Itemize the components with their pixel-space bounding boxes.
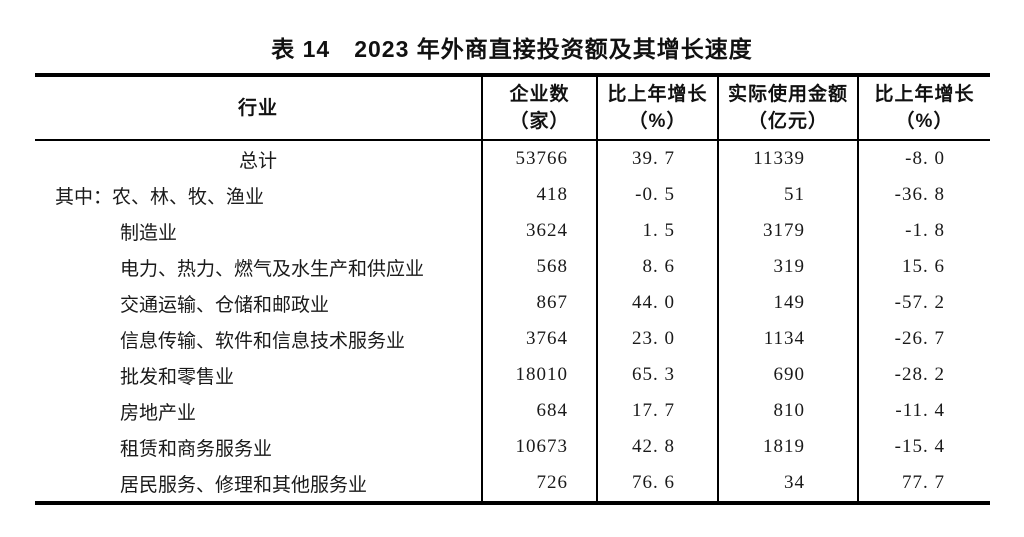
column-title: 行业 xyxy=(237,97,278,119)
table-row: 房地产业 684 17. 7 810 -11. 4 xyxy=(35,393,990,429)
value-cell: 65. 3 xyxy=(596,357,718,393)
table-row: 制造业 3624 1. 5 3179 -1. 8 xyxy=(35,213,990,249)
industry-label: 交通运输、仓储和邮政业 xyxy=(120,294,330,316)
industry-label: 信息传输、软件和信息技术服务业 xyxy=(120,330,406,352)
column-title: 比上年增长 xyxy=(874,84,975,105)
table-header: 行业 企业数 （家） 比上年增长 （%） 实际使用金额 （亿元） 比上年增长 （%） xyxy=(35,75,990,141)
value-cell: 3764 xyxy=(481,321,597,357)
value-cell: -0. 5 xyxy=(596,177,718,213)
value-cell: 44. 0 xyxy=(596,285,718,321)
column-header-2: 企业数 （家） xyxy=(481,75,597,141)
value-cell: -28. 2 xyxy=(857,357,990,393)
industry-label: 总计 xyxy=(238,150,277,172)
value-cell: 51 xyxy=(717,177,858,213)
value-cell: -1. 8 xyxy=(857,213,990,249)
value-cell: 10673 xyxy=(481,429,597,465)
value-cell: 319 xyxy=(717,249,858,285)
industry-cell: 批发和零售业 xyxy=(35,357,482,393)
value-cell: -57. 2 xyxy=(857,285,990,321)
industry-cell: 信息传输、软件和信息技术服务业 xyxy=(35,321,482,357)
table-row: 租赁和商务服务业 10673 42. 8 1819 -15. 4 xyxy=(35,429,990,465)
value-cell: 77. 7 xyxy=(857,465,990,503)
fdi-statistics-table: 行业 企业数 （家） 比上年增长 （%） 实际使用金额 （亿元） 比上年增长 （%） 总计 537… xyxy=(35,73,990,505)
value-cell: 690 xyxy=(717,357,858,393)
industry-label: 农、林、牧、渔业 xyxy=(112,186,265,208)
industry-label: 制造业 xyxy=(120,222,178,244)
table-title: 表 14 2023 年外商直接投资额及其增长速度 xyxy=(271,36,753,62)
industry-cell: 租赁和商务服务业 xyxy=(35,429,482,465)
value-cell: 39. 7 xyxy=(596,140,718,177)
industry-cell: 居民服务、修理和其他服务业 xyxy=(35,465,482,503)
industry-cell: 房地产业 xyxy=(35,393,482,429)
table-row: 其中：农、林、牧、渔业 418 -0. 5 51 -36. 8 xyxy=(35,177,990,213)
table-body: 总计 53766 39. 7 11339 -8. 0 其中：农、林、牧、渔业 418 -0. … xyxy=(35,140,990,503)
value-cell: 34 xyxy=(717,465,858,503)
column-unit: （家） xyxy=(509,111,570,132)
column-header-4: 实际使用金额 （亿元） xyxy=(717,75,858,141)
table-row: 批发和零售业 18010 65. 3 690 -28. 2 xyxy=(35,357,990,393)
table-row: 居民服务、修理和其他服务业 726 76. 6 34 77. 7 xyxy=(35,465,990,503)
industry-label: 房地产业 xyxy=(120,402,197,424)
value-cell: 684 xyxy=(481,393,597,429)
value-cell: 18010 xyxy=(481,357,597,393)
header-row: 行业 企业数 （家） 比上年增长 （%） 实际使用金额 （亿元） 比上年增长 （%） xyxy=(35,75,990,141)
value-cell: 17. 7 xyxy=(596,393,718,429)
column-title: 实际使用金额 xyxy=(727,84,848,105)
column-header-1: 行业 xyxy=(35,75,482,141)
column-title: 比上年增长 xyxy=(607,84,708,105)
row-prefix: 其中： xyxy=(55,186,113,208)
value-cell: 42. 8 xyxy=(596,429,718,465)
value-cell: 76. 6 xyxy=(596,465,718,503)
value-cell: 3624 xyxy=(481,213,597,249)
value-cell: -8. 0 xyxy=(857,140,990,177)
column-unit: （亿元） xyxy=(747,111,828,132)
column-header-5: 比上年增长 （%） xyxy=(857,75,990,141)
column-title: 企业数 xyxy=(509,84,570,105)
value-cell: 1. 5 xyxy=(596,213,718,249)
value-cell: 11339 xyxy=(717,140,858,177)
value-cell: -36. 8 xyxy=(857,177,990,213)
value-cell: 23. 0 xyxy=(596,321,718,357)
industry-label: 电力、热力、燃气及水生产和供应业 xyxy=(120,258,425,280)
table-row: 电力、热力、燃气及水生产和供应业 568 8. 6 319 15. 6 xyxy=(35,249,990,285)
column-header-3: 比上年增长 （%） xyxy=(596,75,718,141)
value-cell: 810 xyxy=(717,393,858,429)
industry-cell: 制造业 xyxy=(35,213,482,249)
industry-label: 批发和零售业 xyxy=(120,366,235,388)
table-row: 交通运输、仓储和邮政业 867 44. 0 149 -57. 2 xyxy=(35,285,990,321)
value-cell: -11. 4 xyxy=(857,393,990,429)
industry-label: 租赁和商务服务业 xyxy=(120,438,273,460)
industry-cell: 交通运输、仓储和邮政业 xyxy=(35,285,482,321)
value-cell: 149 xyxy=(717,285,858,321)
value-cell: 15. 6 xyxy=(857,249,990,285)
value-cell: 3179 xyxy=(717,213,858,249)
value-cell: 867 xyxy=(481,285,597,321)
table-row: 信息传输、软件和信息技术服务业 3764 23. 0 1134 -26. 7 xyxy=(35,321,990,357)
value-cell: -15. 4 xyxy=(857,429,990,465)
industry-label: 居民服务、修理和其他服务业 xyxy=(120,474,368,496)
column-unit: （%） xyxy=(628,111,687,132)
value-cell: 53766 xyxy=(481,140,597,177)
industry-cell: 电力、热力、燃气及水生产和供应业 xyxy=(35,249,482,285)
column-unit: （%） xyxy=(895,111,954,132)
value-cell: 8. 6 xyxy=(596,249,718,285)
value-cell: 1819 xyxy=(717,429,858,465)
value-cell: 568 xyxy=(481,249,597,285)
value-cell: 1134 xyxy=(717,321,858,357)
value-cell: -26. 7 xyxy=(857,321,990,357)
industry-cell: 总计 xyxy=(35,140,482,177)
table-row: 总计 53766 39. 7 11339 -8. 0 xyxy=(35,140,990,177)
value-cell: 418 xyxy=(481,177,597,213)
industry-cell: 其中：农、林、牧、渔业 xyxy=(35,177,482,213)
value-cell: 726 xyxy=(481,465,597,503)
